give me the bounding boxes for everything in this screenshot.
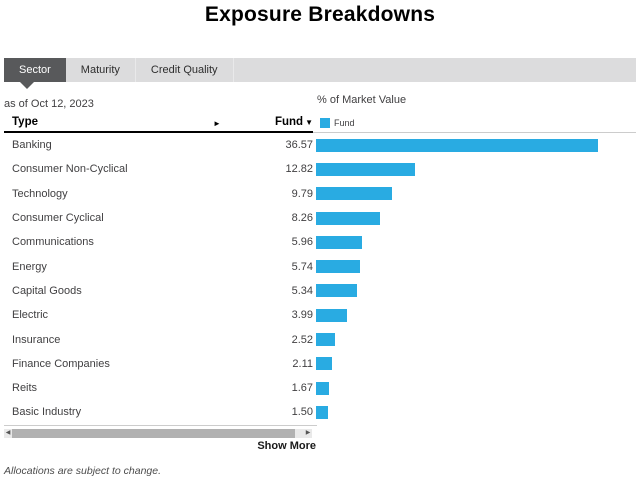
fund-value: 5.96 — [291, 236, 313, 249]
fund-value: 9.79 — [291, 187, 313, 200]
horizontal-scrollbar[interactable]: ◀ ▶ — [4, 428, 312, 438]
fund-value: 36.57 — [285, 139, 313, 152]
table-row: Capital Goods 5.34 — [4, 279, 636, 303]
scrollbar-thumb[interactable] — [12, 428, 296, 438]
fund-bar[interactable] — [316, 308, 347, 322]
fund-value: 5.34 — [291, 284, 313, 297]
bar-cell — [316, 303, 636, 327]
table-row: Technology 9.79 — [4, 182, 636, 206]
fund-value: 5.74 — [291, 260, 313, 273]
fund-value: 12.82 — [285, 163, 313, 176]
fund-bar[interactable] — [316, 211, 380, 225]
tab-credit-quality[interactable]: Credit Quality — [136, 58, 234, 82]
fund-bar[interactable] — [316, 260, 361, 274]
fund-value: 3.99 — [291, 309, 313, 322]
show-more-button[interactable]: Show More — [257, 439, 316, 452]
bar-cell — [316, 279, 636, 303]
fund-bar[interactable] — [316, 357, 333, 371]
sector-label: Reits — [12, 382, 38, 395]
bar-cell — [316, 254, 636, 278]
fund-bar[interactable] — [316, 187, 392, 201]
table-row: Communications 5.96 — [4, 230, 636, 254]
tab-maturity[interactable]: Maturity — [66, 58, 136, 82]
bar-cell — [316, 327, 636, 351]
legend-fund-swatch — [320, 118, 330, 128]
scrollbar-track[interactable] — [12, 428, 304, 438]
fund-value: 1.67 — [291, 382, 313, 395]
bar-cell — [316, 206, 636, 230]
sort-descending-icon: ▼ — [305, 117, 313, 127]
bar-cell — [316, 376, 636, 400]
fund-bar[interactable] — [316, 405, 328, 419]
tab-maturity-label: Maturity — [80, 64, 120, 76]
sector-label: Capital Goods — [12, 284, 82, 297]
bar-cell — [316, 352, 636, 376]
table-row: Banking 36.57 — [4, 133, 636, 157]
table-row: Consumer Non-Cyclical 12.82 — [4, 157, 636, 181]
table-row: Reits 1.67 — [4, 376, 636, 400]
sector-label: Communications — [12, 236, 94, 249]
meta-row: as of Oct 12, 2023 % of Market Value — [4, 94, 636, 110]
fund-bar[interactable] — [316, 162, 415, 176]
scroll-left-icon[interactable]: ◀ — [5, 429, 11, 436]
tab-sector[interactable]: Sector — [4, 58, 66, 89]
fund-bar[interactable] — [316, 138, 598, 152]
sector-label: Consumer Non-Cyclical — [12, 163, 128, 176]
as-of-date: as of Oct 12, 2023 — [4, 98, 94, 110]
tab-credit-quality-label: Credit Quality — [150, 64, 218, 76]
page-title: Exposure Breakdowns — [204, 3, 436, 26]
sector-label: Insurance — [12, 333, 61, 346]
sector-label: Banking — [12, 139, 52, 152]
bar-cell — [316, 157, 636, 181]
fund-value: 1.50 — [291, 406, 313, 419]
type-column-header: Type — [12, 116, 38, 128]
sector-label: Basic Industry — [12, 406, 82, 419]
sector-label: Consumer Cyclical — [12, 212, 104, 225]
table-header-left: Type ► Fund ▼ — [4, 116, 313, 133]
sector-label: Energy — [12, 260, 47, 273]
table-bottom-divider — [4, 424, 317, 426]
bar-cell — [316, 133, 636, 157]
chart-axis-title: % of Market Value — [317, 94, 407, 106]
bar-cell — [316, 400, 636, 424]
table-row: Finance Companies 2.11 — [4, 352, 636, 376]
disclaimer-text: Allocations are subject to change. — [4, 464, 162, 477]
fund-value: 2.11 — [292, 357, 313, 370]
fund-bar[interactable] — [316, 333, 336, 347]
chart-legend: Fund — [313, 118, 636, 133]
exposure-breakdowns-widget: Exposure Breakdowns Sector Maturity Cred… — [0, 3, 640, 482]
fund-bar[interactable] — [316, 235, 362, 249]
bar-cell — [316, 182, 636, 206]
table-row: Basic Industry 1.50 — [4, 400, 636, 424]
fund-value: 2.52 — [291, 333, 313, 346]
sector-label: Technology — [12, 187, 68, 200]
sector-label: Finance Companies — [12, 357, 110, 370]
sector-label: Electric — [12, 309, 49, 322]
fund-column-header-label: Fund — [274, 116, 304, 128]
table-row: Consumer Cyclical 8.26 — [4, 206, 636, 230]
tab-sector-label: Sector — [19, 64, 51, 76]
fund-column-header-sortable[interactable]: Fund ▼ — [275, 116, 313, 128]
column-expand-arrow-icon[interactable]: ► — [212, 119, 221, 128]
table-row: Electric 3.99 — [4, 303, 636, 327]
table-row: Energy 5.74 — [4, 254, 636, 278]
fund-bar[interactable] — [316, 284, 358, 298]
fund-value: 8.26 — [291, 212, 313, 225]
bar-cell — [316, 230, 636, 254]
tab-bar: Sector Maturity Credit Quality — [4, 58, 636, 89]
table-row: Insurance 2.52 — [4, 327, 636, 351]
legend-fund-label: Fund — [334, 118, 355, 128]
fund-bar[interactable] — [316, 381, 329, 395]
scroll-right-icon[interactable]: ▶ — [305, 429, 311, 436]
table-header: Type ► Fund ▼ Fund — [4, 113, 636, 133]
table-body: Banking 36.57 Consumer Non-Cyclical 12.8… — [4, 133, 636, 425]
